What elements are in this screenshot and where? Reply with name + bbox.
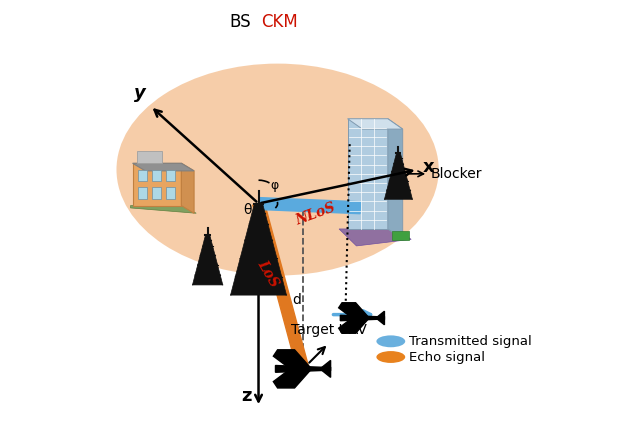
Polygon shape (138, 187, 147, 199)
Polygon shape (392, 231, 409, 240)
Polygon shape (339, 303, 369, 318)
Polygon shape (339, 229, 411, 246)
Text: x: x (422, 159, 434, 176)
Polygon shape (230, 204, 287, 295)
Polygon shape (132, 163, 194, 171)
Polygon shape (273, 350, 312, 369)
Polygon shape (131, 206, 196, 213)
Text: θ: θ (244, 203, 252, 217)
Polygon shape (275, 365, 331, 372)
Polygon shape (259, 198, 360, 214)
Ellipse shape (376, 335, 405, 347)
Text: d: d (292, 293, 301, 307)
Text: y: y (134, 84, 146, 102)
Text: Echo signal: Echo signal (409, 351, 485, 363)
Ellipse shape (376, 351, 405, 363)
Text: Target UAV: Target UAV (291, 323, 367, 337)
Text: Transmitted signal: Transmitted signal (409, 335, 532, 348)
Polygon shape (132, 163, 181, 206)
Polygon shape (138, 170, 147, 181)
Polygon shape (348, 119, 403, 129)
Polygon shape (339, 318, 369, 333)
Polygon shape (320, 360, 331, 377)
Polygon shape (273, 369, 312, 388)
Ellipse shape (116, 64, 439, 276)
Text: LoS: LoS (255, 258, 281, 290)
Text: Blocker: Blocker (430, 167, 482, 181)
Text: NLoS: NLoS (294, 201, 338, 228)
Text: φ: φ (270, 179, 278, 192)
Polygon shape (152, 187, 161, 199)
Polygon shape (253, 202, 308, 371)
Polygon shape (388, 119, 403, 239)
Text: BS: BS (229, 13, 251, 31)
Text: z: z (242, 387, 252, 405)
Polygon shape (193, 235, 223, 285)
Text: CKM: CKM (260, 13, 298, 31)
Polygon shape (385, 153, 412, 199)
Polygon shape (166, 170, 175, 181)
Polygon shape (166, 187, 175, 199)
Polygon shape (137, 151, 162, 163)
Polygon shape (181, 163, 194, 213)
Polygon shape (340, 315, 385, 321)
Polygon shape (348, 119, 388, 229)
Polygon shape (376, 311, 385, 325)
Polygon shape (152, 170, 161, 181)
